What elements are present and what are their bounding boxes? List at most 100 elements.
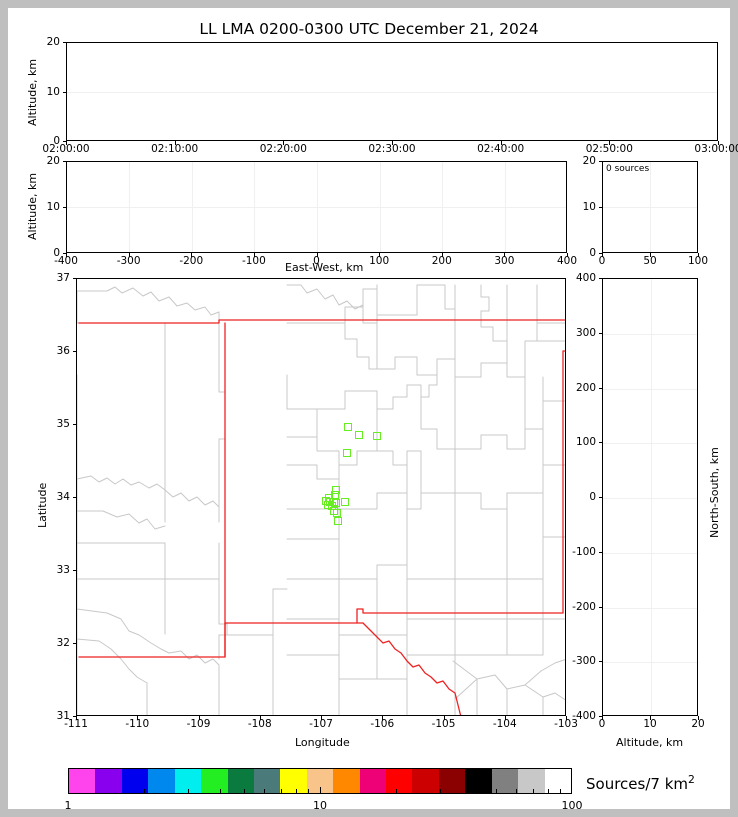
north-south-altitude-panel[interactable] bbox=[602, 278, 698, 716]
map-xtick-3: -108 bbox=[247, 718, 272, 730]
tickmark bbox=[137, 716, 139, 720]
tickmark bbox=[128, 253, 130, 257]
east-west-xtick-8: 400 bbox=[556, 255, 578, 267]
east-west-altitude-panel[interactable] bbox=[66, 161, 567, 253]
north-south-ytick-2: -200 bbox=[572, 600, 596, 613]
tickmark bbox=[698, 716, 699, 720]
tickmark bbox=[73, 716, 77, 717]
tickmark bbox=[253, 253, 255, 257]
tickmark bbox=[504, 716, 506, 720]
colorbar-band bbox=[359, 769, 387, 793]
colorbar-tickmark bbox=[244, 789, 246, 794]
colorbar-band bbox=[148, 769, 175, 793]
hist-ytick-0: 0 bbox=[589, 246, 596, 259]
colorbar-tick-label-2: 100 bbox=[561, 799, 583, 812]
tickmark bbox=[650, 253, 651, 257]
tickmark bbox=[500, 141, 502, 145]
tickmark bbox=[63, 91, 67, 93]
tickmark bbox=[63, 207, 67, 208]
lightning-source-layer bbox=[77, 279, 565, 715]
tickmark bbox=[63, 141, 67, 142]
tickmark bbox=[599, 332, 603, 334]
lightning-source-marker bbox=[333, 516, 342, 525]
tickmark bbox=[316, 253, 318, 257]
map-boundaries bbox=[77, 284, 565, 715]
colorbar-title: Sources/7 km2 bbox=[586, 773, 695, 793]
tickmark bbox=[283, 141, 285, 145]
north-south-ytick-8: 400 bbox=[575, 271, 596, 284]
tickmark bbox=[382, 716, 384, 720]
map-xtick-4: -107 bbox=[309, 718, 333, 730]
tickmark bbox=[599, 551, 603, 553]
tickmark bbox=[698, 253, 699, 257]
tickmark bbox=[63, 253, 67, 254]
tickmark bbox=[321, 716, 322, 720]
colorbar-tickmark bbox=[440, 789, 442, 794]
map-xtick-1: -110 bbox=[125, 718, 150, 730]
east-west-ylabel: Altitude, km bbox=[26, 172, 39, 240]
plan-view-map-panel[interactable] bbox=[76, 278, 566, 716]
sources-colorbar[interactable] bbox=[68, 768, 572, 794]
figure-canvas: LL LMA 0200-0300 UTC December 21, 2024 0… bbox=[8, 8, 738, 812]
tickmark bbox=[609, 141, 611, 145]
hist-xtick-0: 0 bbox=[598, 255, 606, 267]
east-west-xtick-3: -100 bbox=[241, 255, 266, 267]
altitude-histogram-panel[interactable]: 0 sources bbox=[602, 161, 698, 253]
tickmark bbox=[174, 141, 176, 145]
colorbar-tickmark bbox=[496, 789, 498, 794]
tickmark bbox=[599, 606, 603, 608]
tickmark bbox=[63, 161, 67, 162]
lightning-source-marker bbox=[341, 497, 350, 506]
lightning-source-marker bbox=[354, 431, 363, 440]
map-ytick-5: 36 bbox=[56, 344, 70, 357]
north-south-ytick-6: 200 bbox=[575, 381, 596, 394]
tickmark bbox=[599, 387, 603, 389]
hist-ytick-2: 20 bbox=[582, 154, 596, 167]
colorbar-title-exponent: 2 bbox=[688, 773, 695, 786]
map-xtick-0: -111 bbox=[64, 718, 88, 730]
map-ylabel: Latitude bbox=[36, 482, 49, 528]
colorbar-tickmark bbox=[295, 789, 297, 794]
time-height-ytick-1: 10 bbox=[46, 85, 60, 98]
tickmark bbox=[504, 253, 506, 257]
time-height-xtick-3: 02:30:00 bbox=[368, 143, 416, 155]
lightning-source-marker bbox=[330, 506, 339, 515]
map-xtick-2: -109 bbox=[186, 718, 211, 730]
north-south-ytick-5: 100 bbox=[575, 436, 596, 448]
colorbar-tickmark bbox=[560, 789, 562, 794]
tickmark bbox=[599, 278, 603, 279]
time-height-panel[interactable] bbox=[66, 42, 718, 141]
tickmark bbox=[73, 643, 77, 644]
colorbar-title-text: Sources/7 km bbox=[586, 775, 688, 793]
colorbar-band bbox=[201, 769, 228, 793]
colorbar-tickmark bbox=[308, 789, 310, 794]
lightning-source-marker bbox=[372, 431, 381, 440]
lightning-source-marker bbox=[332, 485, 341, 494]
colorbar-tick-label-0: 1 bbox=[64, 799, 72, 812]
east-west-ytick-1: 10 bbox=[46, 200, 60, 213]
colorbar-band bbox=[333, 769, 360, 793]
colorbar-band bbox=[465, 769, 492, 793]
tickmark bbox=[73, 497, 77, 498]
north-south-ytick-0: -400 bbox=[572, 709, 596, 722]
north-south-ytick-3: -100 bbox=[572, 545, 596, 558]
north-south-xtick-2: 20 bbox=[691, 718, 705, 730]
tickmark bbox=[66, 141, 67, 145]
map-ytick-0: 31 bbox=[56, 709, 70, 722]
time-height-ylabel: Altitude, km bbox=[26, 58, 39, 126]
time-height-xtick-6: 03:00:00 bbox=[694, 143, 738, 155]
tickmark bbox=[602, 253, 603, 257]
time-height-xtick-5: 02:50:00 bbox=[585, 143, 633, 155]
colorbar-band bbox=[227, 769, 254, 793]
map-xtick-6: -105 bbox=[431, 718, 456, 730]
colorbar-tickmark bbox=[547, 789, 549, 794]
tickmark bbox=[599, 207, 603, 208]
lightning-source-marker bbox=[333, 509, 342, 518]
colorbar-tick-label-1: 10 bbox=[313, 799, 327, 812]
north-south-ytick-1: -300 bbox=[572, 655, 596, 667]
tickmark bbox=[599, 497, 603, 498]
tickmark bbox=[718, 141, 719, 145]
colorbar-band bbox=[280, 769, 307, 793]
tickmark bbox=[379, 253, 381, 257]
time-height-xtick-2: 02:20:00 bbox=[259, 143, 307, 155]
